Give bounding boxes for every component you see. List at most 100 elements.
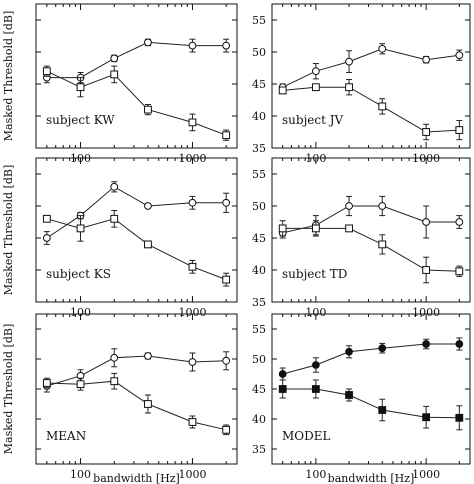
panel-label: subject JV [282,113,344,127]
data-point-circle [345,57,353,66]
series-line [46,186,227,239]
data-point-circle [455,218,464,226]
x-axis-label: bandwidth [Hz] [328,472,415,484]
y-tick-label: 40 [252,413,266,426]
x-axis-label: bandwidth [Hz] [93,472,180,484]
data-point-square [278,385,287,393]
x-tick-label: 1000 [412,468,440,481]
panel-frame [271,3,471,149]
series-line [282,86,460,133]
panel-label: subject KS [46,267,111,281]
data-point-circle [42,234,51,242]
data-point-circle [222,198,231,207]
y-tick-label: 40 [252,110,266,123]
data-point-square [42,214,51,223]
data-point-square [345,83,353,92]
data-point-square [422,413,431,422]
data-point-square [76,83,85,92]
data-point-square [110,70,119,79]
series-line [46,41,227,79]
data-point-square [378,102,387,111]
x-tick-label: 100 [70,468,91,481]
data-point-square [76,224,85,233]
y-tick-label: 45 [252,232,266,245]
data-point-circle [422,55,431,64]
y-tick-label: 40 [252,264,266,277]
data-point-circle [311,361,320,369]
data-point-square [311,83,320,92]
panel-label: subject KW [46,113,115,127]
data-point-circle [422,340,431,348]
x-tick-label: 1000 [412,306,440,319]
data-point-circle [345,202,353,210]
data-point-square [144,240,152,249]
series-line [46,380,227,431]
data-point-circle [378,44,387,53]
data-point-circle [311,67,320,76]
data-point-circle [188,198,197,207]
panel-frame [35,3,238,149]
data-point-circle [345,347,353,356]
data-point-square [422,128,431,136]
data-point-square [188,118,197,127]
data-point-square [278,86,287,95]
x-tick-label: 1000 [178,306,206,319]
data-point-square [42,379,51,387]
series-line [282,343,460,375]
panel-label: subject TD [282,267,347,281]
y-tick-label: 45 [252,383,266,396]
y-tick-label: 35 [252,142,266,155]
data-point-square [278,224,287,233]
data-point-circle [455,340,464,348]
data-point-square [455,413,464,422]
y-tick-label: 35 [252,296,266,309]
series-line [282,388,460,419]
y-tick-label: 45 [252,78,266,91]
data-point-square [188,262,197,271]
data-point-square [110,214,119,223]
data-point-square [311,224,320,233]
data-point-square [222,275,231,284]
y-tick-label: 50 [252,353,266,366]
y-tick-label: 55 [252,168,266,181]
series-line [46,355,227,387]
data-point-square [76,380,85,389]
data-point-square [455,126,464,134]
data-point-circle [110,182,119,191]
data-point-circle [144,38,152,47]
data-point-square [345,391,353,399]
panel-label: MODEL [282,429,331,443]
data-point-square [188,418,197,426]
series-line [282,48,460,88]
series-line [46,70,227,136]
data-point-circle [422,218,431,226]
data-point-circle [378,202,387,210]
data-point-square [222,425,231,434]
y-tick-label: 55 [252,323,266,336]
data-point-square [144,400,152,408]
series-line [282,205,460,234]
series-line [282,227,460,272]
x-tick-label: 1000 [178,468,206,481]
data-point-square [110,377,119,386]
data-point-square [455,267,464,276]
data-point-circle [378,344,387,353]
data-point-circle [144,202,152,210]
x-tick-label: 100 [305,468,326,481]
y-tick-label: 50 [252,46,266,59]
data-point-square [422,266,431,274]
data-point-square [378,406,387,414]
y-tick-label: 35 [252,443,266,456]
data-point-square [345,224,353,233]
y-axis-label: Masked Threshold [dB] [2,324,15,455]
data-point-square [378,240,387,249]
data-point-circle [278,370,287,378]
y-axis-label: Masked Threshold [dB] [2,165,15,296]
data-point-circle [110,353,119,362]
data-point-square [144,105,152,114]
panel-label: MEAN [46,429,86,443]
data-point-square [311,385,320,393]
data-point-circle [188,358,197,366]
y-tick-label: 50 [252,200,266,213]
